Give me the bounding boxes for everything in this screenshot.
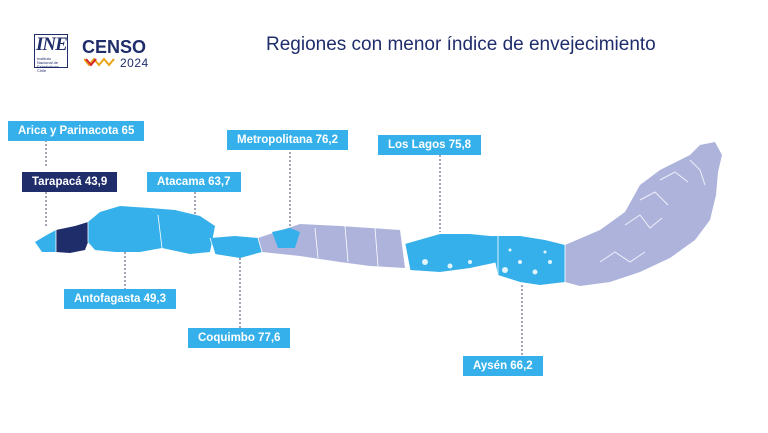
label-los-lagos: Los Lagos 75,8 <box>378 135 482 155</box>
label-arica-y-parinacota: Arica y Parinacota 65 <box>8 121 145 141</box>
ine-logo-text: INE <box>36 34 68 55</box>
region-atacama <box>150 208 215 254</box>
censo-logo-mark <box>84 57 115 67</box>
region-coquimbo <box>210 236 262 258</box>
label-aysen: Aysén 66,2 <box>463 356 543 376</box>
ine-logo <box>34 34 68 68</box>
region-antofagasta <box>88 206 162 252</box>
region-magallanes <box>565 142 722 286</box>
label-antofagasta: Antofagasta 49,3 <box>64 289 177 309</box>
region-metropolitana <box>272 228 300 248</box>
region-tarapaca <box>56 222 88 253</box>
ine-logo-subtitle: Instituto Nacional de Estadísticas Chile <box>37 56 59 73</box>
region-arica-y-parinacota <box>35 230 56 252</box>
censo-logo-text: CENSO <box>82 37 147 57</box>
label-tarapaca: Tarapacá 43,9 <box>22 172 118 192</box>
label-metropolitana: Metropolitana 76,2 <box>227 130 348 150</box>
region-aysen <box>490 236 565 285</box>
label-atacama: Atacama 63,7 <box>147 172 241 192</box>
region-los-lagos <box>405 234 498 272</box>
censo-logo-year: 2024 <box>120 56 149 70</box>
label-coquimbo: Coquimbo 77,6 <box>188 328 291 348</box>
page-title: Regiones con menor índice de envejecimie… <box>266 34 656 55</box>
